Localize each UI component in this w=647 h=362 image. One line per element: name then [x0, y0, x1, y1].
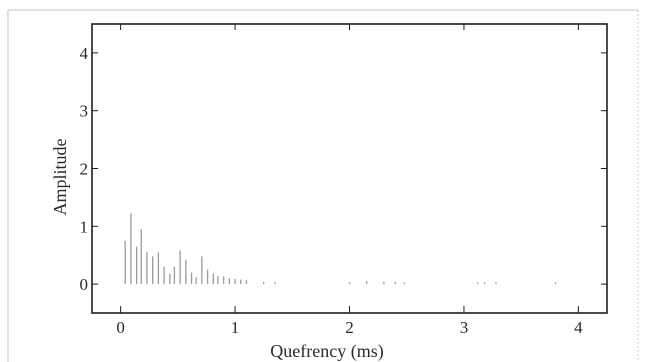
x-tick-label-2: 2 [345, 318, 354, 337]
y-tick-label-2: 2 [80, 160, 89, 179]
ticks-layer: 0 1 2 3 4 0 1 2 3 4 [80, 24, 607, 337]
x-tick-label-0: 0 [116, 318, 125, 337]
bars-layer [124, 213, 557, 285]
y-tick-label-4: 4 [80, 44, 89, 63]
y-tick-label-3: 3 [80, 102, 89, 121]
plot-area [91, 23, 608, 314]
x-axis-label: Quefrency (ms) [270, 341, 383, 362]
x-tick-label-3: 3 [460, 318, 469, 337]
y-axis-label: Amplitude [50, 138, 70, 215]
x-tick-label-4: 4 [574, 318, 583, 337]
x-tick-label-1: 1 [231, 318, 240, 337]
y-tick-label-0: 0 [80, 275, 89, 294]
y-tick-label-1: 1 [80, 217, 89, 236]
